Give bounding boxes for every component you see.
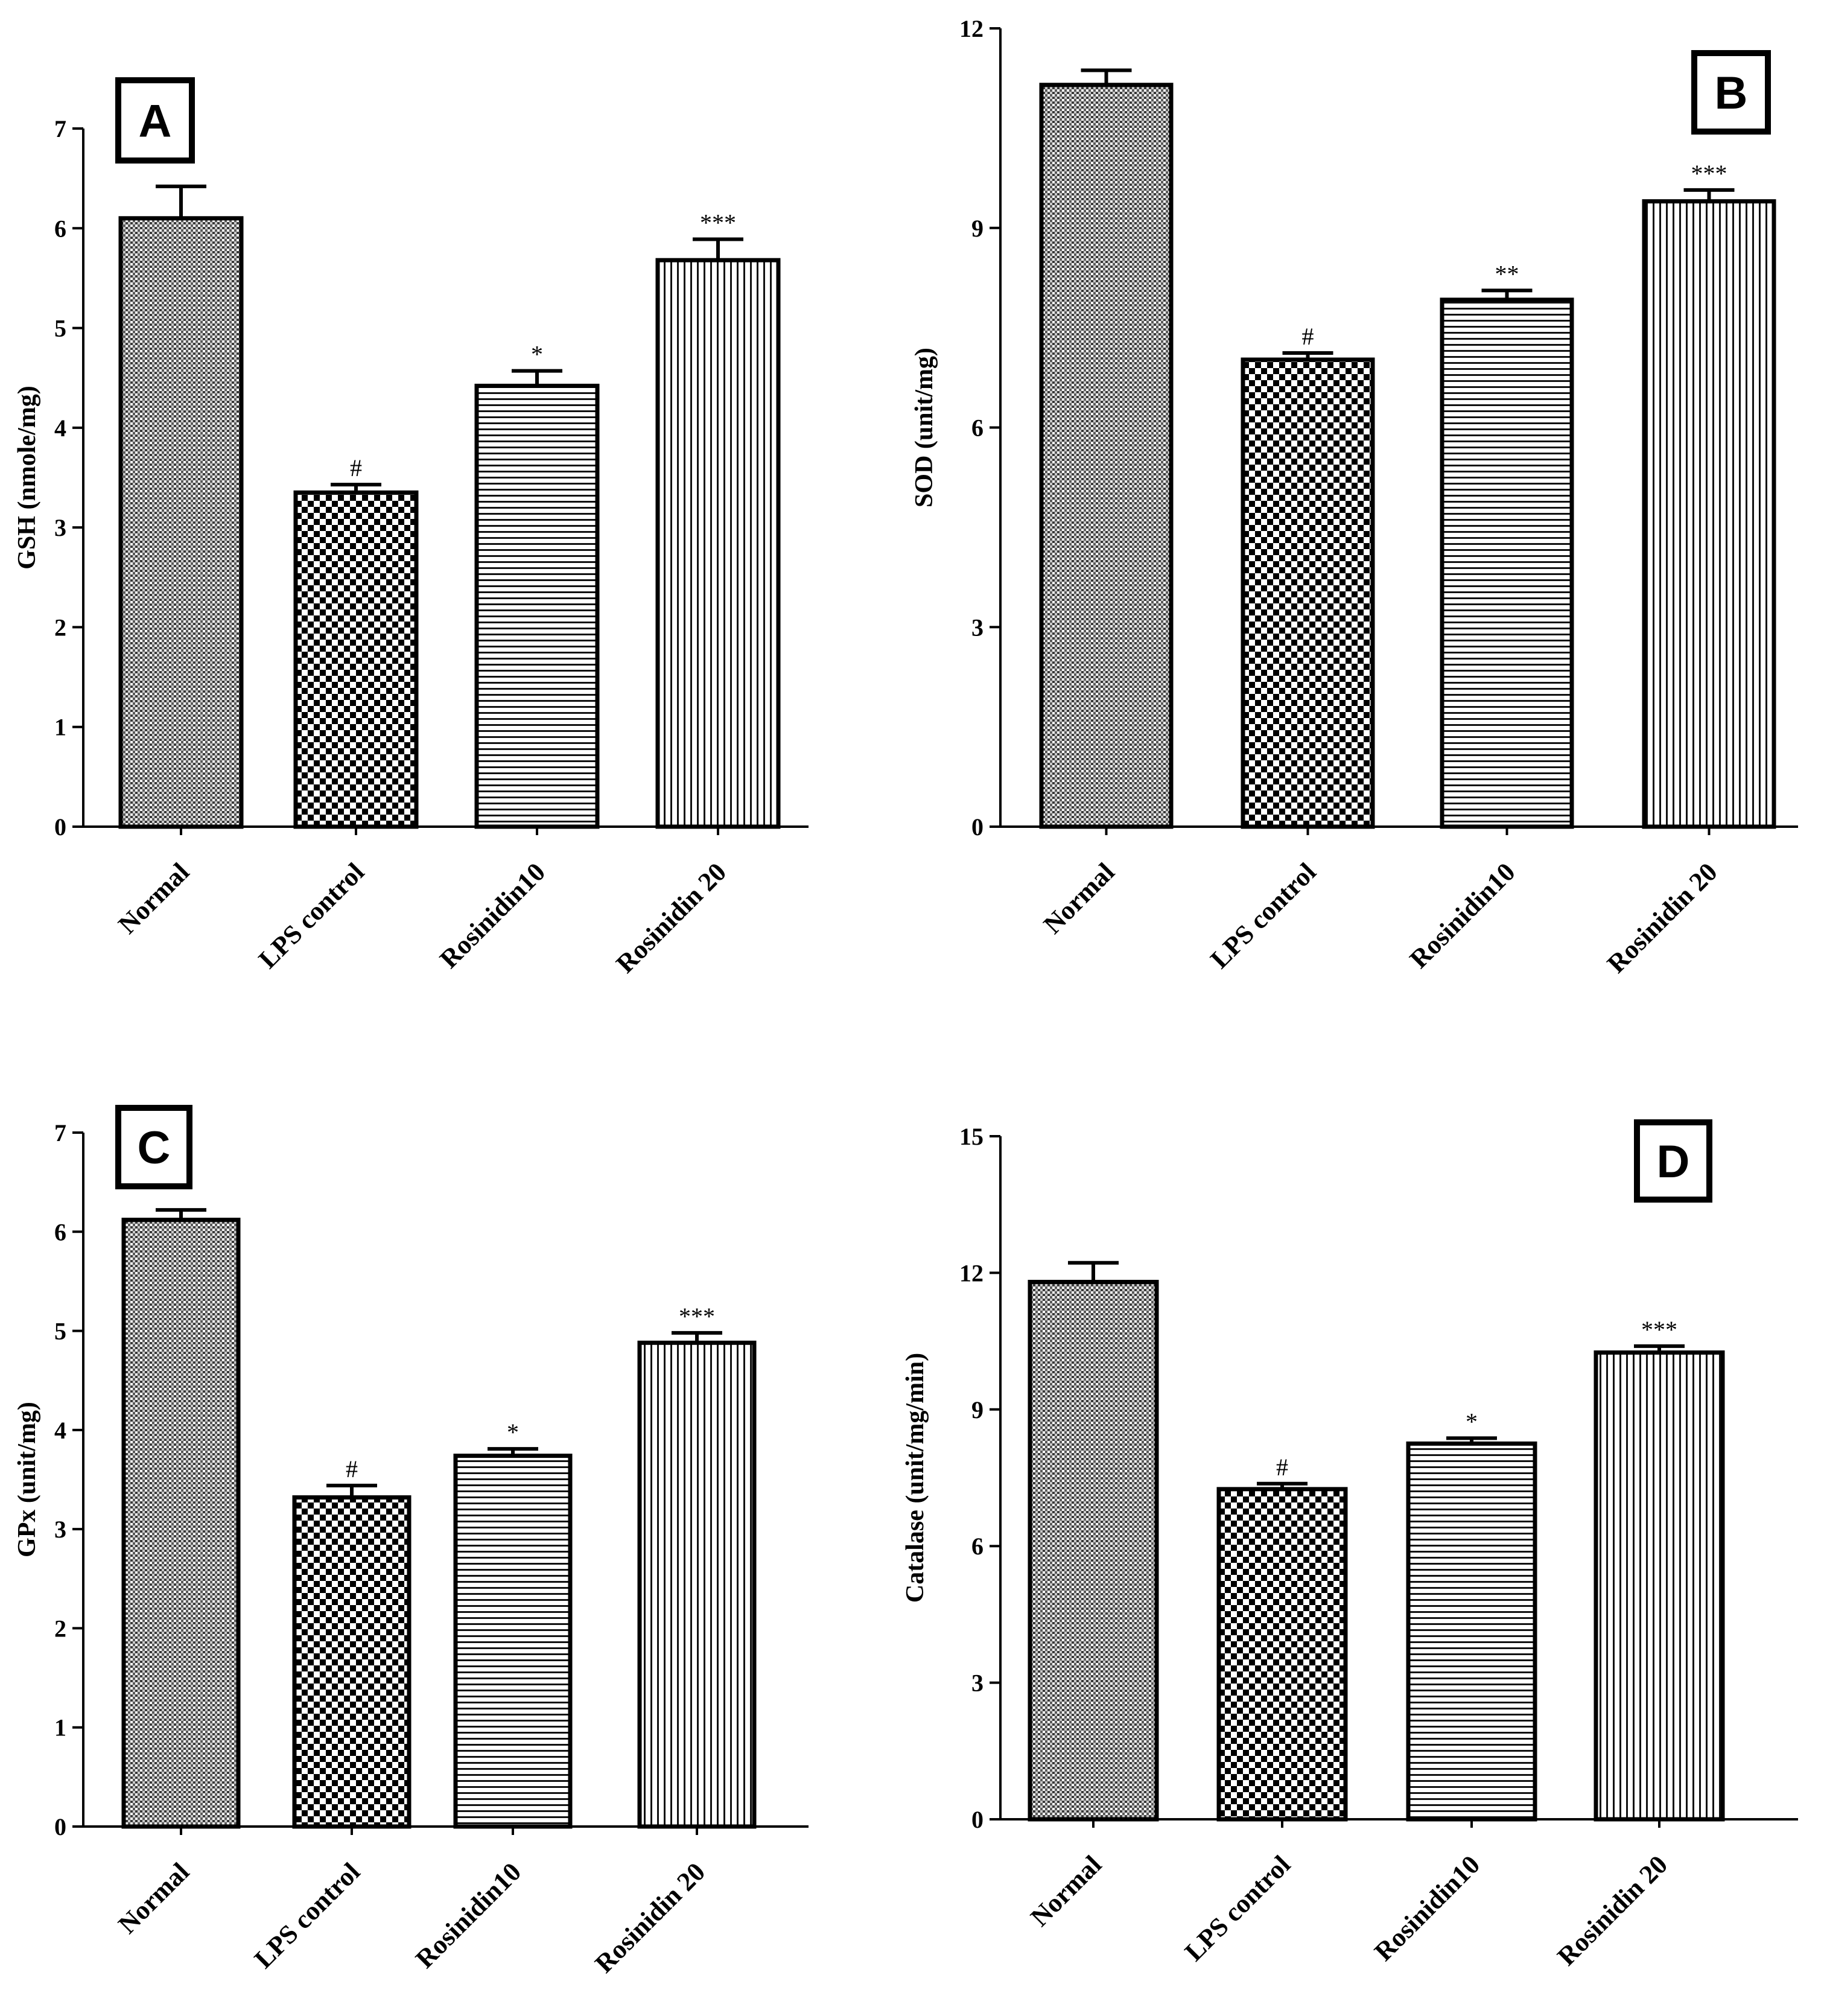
significance-mark: * [507,1419,519,1446]
bar-lps-control [1241,357,1375,829]
panel-letter: B [1715,68,1748,119]
significance-mark: # [346,1455,358,1483]
category-label: Normal [1038,857,1120,940]
y-axis-label: SOD (unit/mg) [910,348,938,507]
significance-mark: *** [1641,1316,1677,1343]
bar-lps-control [292,1495,412,1829]
y-tick-label: 7 [54,1119,66,1146]
y-axis-label: GPx (unit/mg) [13,1402,41,1557]
panel-c-gpx-chart: Normal # LPS control * Rosinidin10 *** Rosinid… [13,1105,809,1979]
y-tick-label: 3 [971,1670,983,1697]
panel-letter-box [1634,1119,1712,1203]
y-tick-label: 1 [54,1714,66,1741]
significance-mark: * [531,341,543,368]
panel-d-catalase-chart: Normal # LPS control * Rosinidin10 *** Rosinid… [901,1119,1798,1971]
bar-rosinidin-20 [1594,1350,1725,1822]
y-tick-label: 3 [971,614,983,641]
y-tick-label: 9 [971,215,983,242]
y-tick-label: 4 [54,415,66,442]
significance-mark: *** [1691,160,1727,187]
y-tick-label: 0 [971,1806,983,1833]
y-axis-label: GSH (nmole/mg) [13,386,41,569]
y-axis-label: Catalase (unit/mg/min) [901,1353,929,1603]
bar-rosinidin10 [453,1454,573,1829]
bar-rosinidin10 [1440,297,1574,829]
category-label: Rosinidin 20 [611,857,732,979]
bar-rosinidin10 [474,383,600,829]
y-tick-label: 3 [54,1516,66,1543]
y-tick-label: 5 [54,1318,66,1345]
panel-letter: C [138,1122,171,1174]
bar-normal [1039,83,1174,829]
significance-mark: * [1466,1408,1478,1435]
category-label: LPS control [1205,857,1322,974]
category-label: Rosinidin10 [410,1857,527,1974]
bar-normal [1028,1279,1159,1822]
panel-b-sod-chart: Normal # LPS control ** Rosinidin10 *** Rosini… [910,15,1798,979]
panel-letter-box [115,77,195,164]
category-label: Rosinidin10 [1404,857,1521,974]
y-tick-label: 2 [54,614,66,641]
y-tick-label: 7 [54,115,66,142]
y-tick-label: 6 [971,1533,983,1560]
y-tick-label: 15 [959,1123,983,1150]
y-tick-label: 12 [959,15,983,42]
panel-a-gsh-chart: Normal # LPS control * Rosinidin10 *** Rosinid… [13,77,809,979]
bar-rosinidin10 [1406,1441,1537,1822]
bar-lps-control [293,490,419,829]
category-label: Normal [112,857,195,940]
category-label: LPS control [1179,1849,1296,1967]
y-tick-label: 6 [54,1218,66,1245]
panel-letter-box [115,1105,192,1189]
significance-mark: # [350,454,362,482]
y-tick-label: 6 [971,415,983,442]
category-label: LPS control [249,1857,366,1974]
category-label: Rosinidin 20 [589,1857,711,1979]
y-tick-label: 0 [971,813,983,841]
y-tick-label: 0 [54,1813,66,1840]
bar-rosinidin-20 [637,1340,757,1829]
significance-mark: *** [700,209,736,236]
y-tick-label: 9 [971,1396,983,1423]
category-label: Normal [112,1857,195,1939]
significance-mark: # [1276,1454,1288,1481]
bar-normal [118,216,244,829]
category-label: Rosinidin 20 [1601,857,1723,979]
panel-letter: D [1657,1136,1690,1188]
y-tick-label: 0 [54,813,66,841]
y-tick-label: 1 [54,714,66,741]
category-label: Normal [1025,1849,1107,1932]
panel-letter-box [1691,50,1771,135]
category-label: LPS control [253,857,370,974]
y-tick-label: 3 [54,514,66,541]
y-tick-label: 2 [54,1615,66,1642]
y-tick-label: 5 [54,315,66,342]
bar-rosinidin-20 [1642,199,1776,829]
significance-mark: *** [679,1303,715,1330]
significance-mark: # [1302,323,1314,350]
y-tick-label: 12 [959,1259,983,1286]
category-label: Rosinidin 20 [1552,1849,1674,1971]
category-label: Rosinidin10 [434,857,551,974]
significance-mark: ** [1495,260,1519,287]
y-tick-label: 4 [54,1417,66,1444]
category-label: Rosinidin10 [1368,1849,1486,1967]
bar-normal [121,1218,241,1829]
panel-letter: A [139,96,172,147]
y-tick-label: 6 [54,215,66,242]
bar-lps-control [1216,1487,1348,1822]
bar-rosinidin-20 [655,258,781,829]
